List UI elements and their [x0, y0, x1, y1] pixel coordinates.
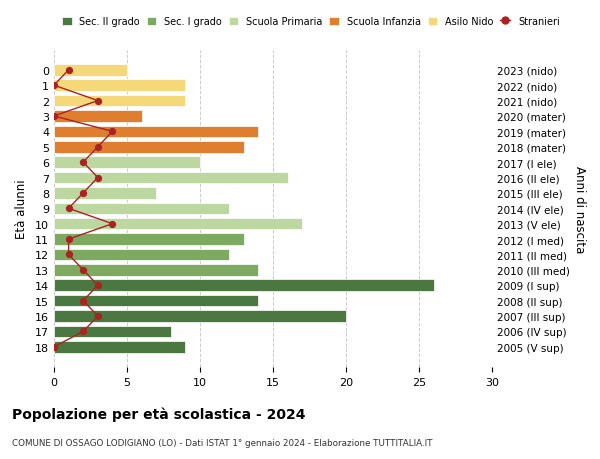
Bar [54, 264, 259, 276]
Text: COMUNE DI OSSAGO LODIGIANO (LO) - Dati ISTAT 1° gennaio 2024 - Elaborazione TUTT: COMUNE DI OSSAGO LODIGIANO (LO) - Dati I… [12, 438, 433, 448]
Bar [54, 295, 259, 307]
Point [49, 113, 59, 120]
Bar [54, 311, 346, 322]
Point [64, 251, 73, 258]
Y-axis label: Anni di nascita: Anni di nascita [574, 165, 586, 252]
Legend: Sec. II grado, Sec. I grado, Scuola Primaria, Scuola Infanzia, Asilo Nido, Stran: Sec. II grado, Sec. I grado, Scuola Prim… [59, 14, 563, 30]
Y-axis label: Età alunni: Età alunni [15, 179, 28, 239]
Bar [54, 95, 185, 107]
Point [64, 67, 73, 74]
Point [79, 297, 88, 305]
Point [107, 129, 117, 136]
Bar [54, 341, 185, 353]
Bar [54, 326, 171, 337]
Point [79, 159, 88, 167]
Point [93, 174, 103, 182]
Point [93, 98, 103, 105]
Point [93, 144, 103, 151]
Bar [54, 173, 287, 184]
Bar [54, 249, 229, 261]
Bar [54, 218, 302, 230]
Point [79, 267, 88, 274]
Bar [54, 203, 229, 215]
Bar [54, 65, 127, 76]
Bar [54, 80, 185, 92]
Bar [54, 157, 200, 168]
Point [107, 220, 117, 228]
Point [93, 313, 103, 320]
Bar [54, 234, 244, 245]
Bar [54, 188, 156, 199]
Point [49, 82, 59, 90]
Point [64, 205, 73, 213]
Point [79, 328, 88, 336]
Bar [54, 142, 244, 153]
Text: Popolazione per età scolastica - 2024: Popolazione per età scolastica - 2024 [12, 406, 305, 421]
Bar [54, 111, 142, 123]
Point [49, 343, 59, 351]
Bar [54, 126, 259, 138]
Point [79, 190, 88, 197]
Bar [54, 280, 434, 291]
Point [93, 282, 103, 289]
Point [64, 236, 73, 243]
